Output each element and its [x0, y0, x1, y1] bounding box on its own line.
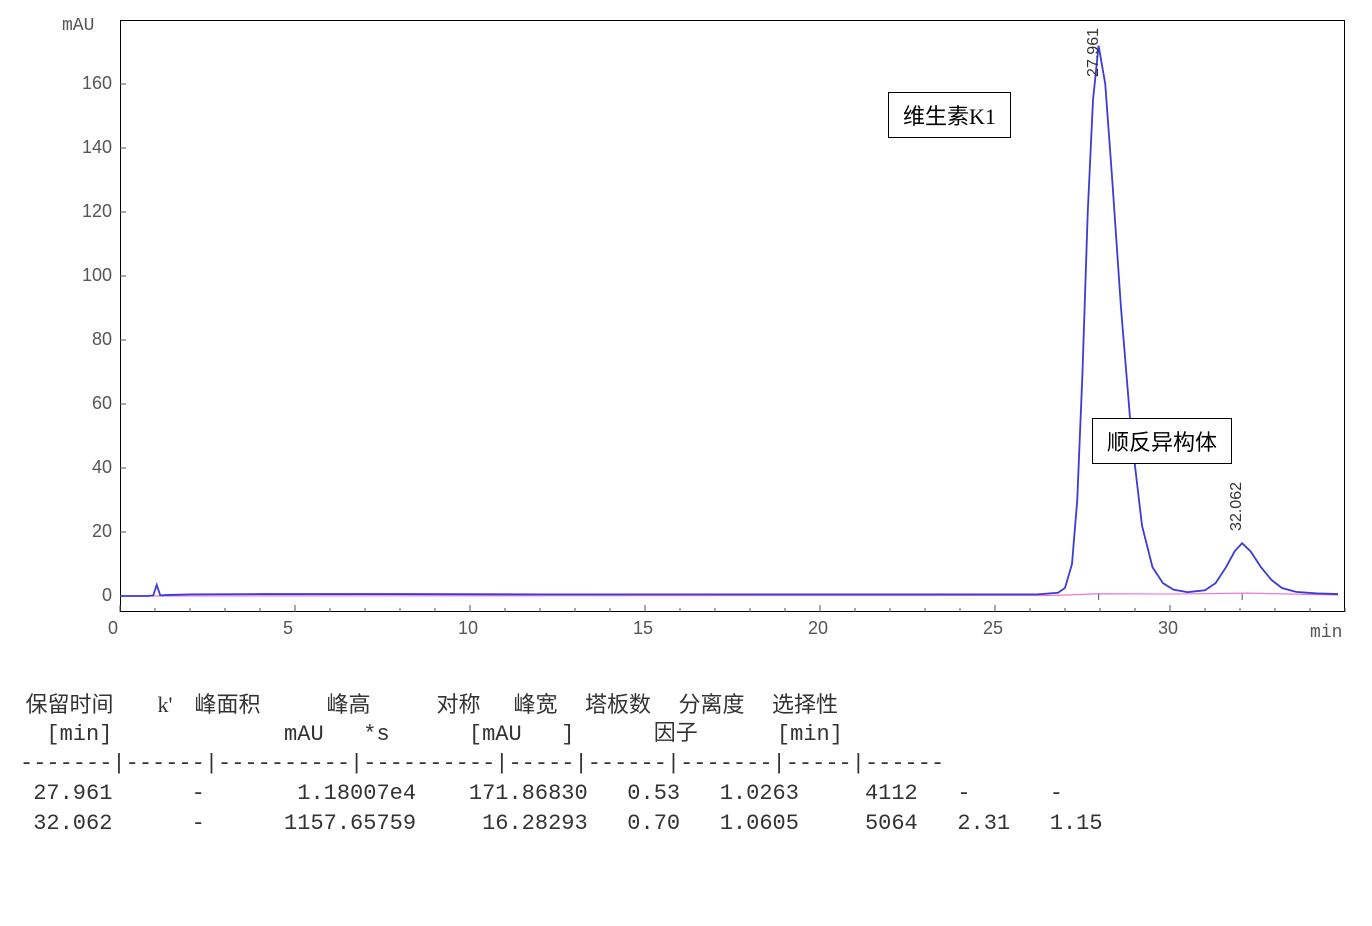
y-tick-label: 100 [52, 265, 112, 286]
peak-annotation-vitamin-k1: 维生素K1 [888, 92, 1011, 138]
y-tick-label: 120 [52, 201, 112, 222]
x-tick-label: 25 [983, 618, 1003, 639]
plot-svg [20, 10, 1350, 655]
page-root: mAU min 维生素K1 顺反异构体 27.961 32.062 020406… [0, 0, 1372, 926]
y-tick-label: 80 [52, 329, 112, 350]
table-separator: -------|------|----------|----------|---… [20, 749, 1345, 779]
table-row: 32.062 - 1157.65759 16.28293 0.70 1.0605… [20, 809, 1345, 839]
x-tick-label: 30 [1158, 618, 1178, 639]
y-tick-label: 0 [52, 585, 112, 606]
chromatogram-chart: mAU min 维生素K1 顺反异构体 27.961 32.062 020406… [20, 10, 1350, 655]
table-row: 27.961 - 1.18007e4 171.86830 0.53 1.0263… [20, 779, 1345, 809]
y-tick-label: 20 [52, 521, 112, 542]
x-tick-label: 0 [108, 618, 118, 639]
x-tick-label: 10 [458, 618, 478, 639]
y-tick-label: 40 [52, 457, 112, 478]
x-tick-label: 5 [283, 618, 293, 639]
results-table: 保留时间 k' 峰面积 峰高 对称 峰宽 塔板数 分离度 选择性 [min] m… [20, 690, 1345, 838]
table-header-row-2: [min] mAU *s [mAU ] 因子 [min] [20, 720, 1345, 750]
peak-rt-label-1: 27.961 [1085, 28, 1103, 77]
y-tick-label: 140 [52, 137, 112, 158]
y-tick-label: 60 [52, 393, 112, 414]
x-tick-label: 20 [808, 618, 828, 639]
table-header-row-1: 保留时间 k' 峰面积 峰高 对称 峰宽 塔板数 分离度 选择性 [20, 690, 1345, 720]
peak-annotation-isomer: 顺反异构体 [1092, 418, 1232, 464]
peak-rt-label-2: 32.062 [1228, 482, 1246, 531]
y-tick-label: 160 [52, 73, 112, 94]
x-tick-label: 15 [633, 618, 653, 639]
